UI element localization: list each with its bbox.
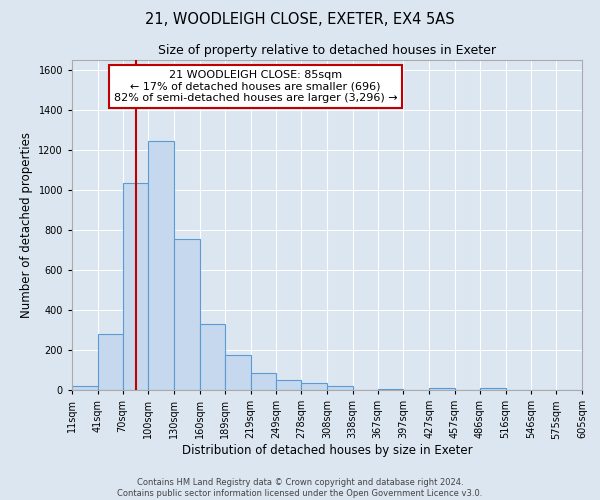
Bar xyxy=(327,386,353,390)
X-axis label: Distribution of detached houses by size in Exeter: Distribution of detached houses by size … xyxy=(182,444,472,457)
Bar xyxy=(277,380,301,390)
Bar xyxy=(377,389,403,390)
Title: Size of property relative to detached houses in Exeter: Size of property relative to detached ho… xyxy=(158,44,496,58)
Bar xyxy=(301,383,327,390)
Bar xyxy=(480,388,506,390)
Bar xyxy=(200,324,225,390)
Bar xyxy=(122,183,148,390)
Bar xyxy=(429,388,455,390)
Text: 21 WOODLEIGH CLOSE: 85sqm
← 17% of detached houses are smaller (696)
82% of semi: 21 WOODLEIGH CLOSE: 85sqm ← 17% of detac… xyxy=(114,70,397,103)
Bar xyxy=(225,355,251,390)
Bar xyxy=(72,386,98,390)
Bar xyxy=(98,334,122,390)
Bar xyxy=(251,373,277,390)
Y-axis label: Number of detached properties: Number of detached properties xyxy=(20,132,33,318)
Bar xyxy=(148,141,174,390)
Text: 21, WOODLEIGH CLOSE, EXETER, EX4 5AS: 21, WOODLEIGH CLOSE, EXETER, EX4 5AS xyxy=(145,12,455,28)
Bar xyxy=(174,239,200,390)
Text: Contains HM Land Registry data © Crown copyright and database right 2024.
Contai: Contains HM Land Registry data © Crown c… xyxy=(118,478,482,498)
